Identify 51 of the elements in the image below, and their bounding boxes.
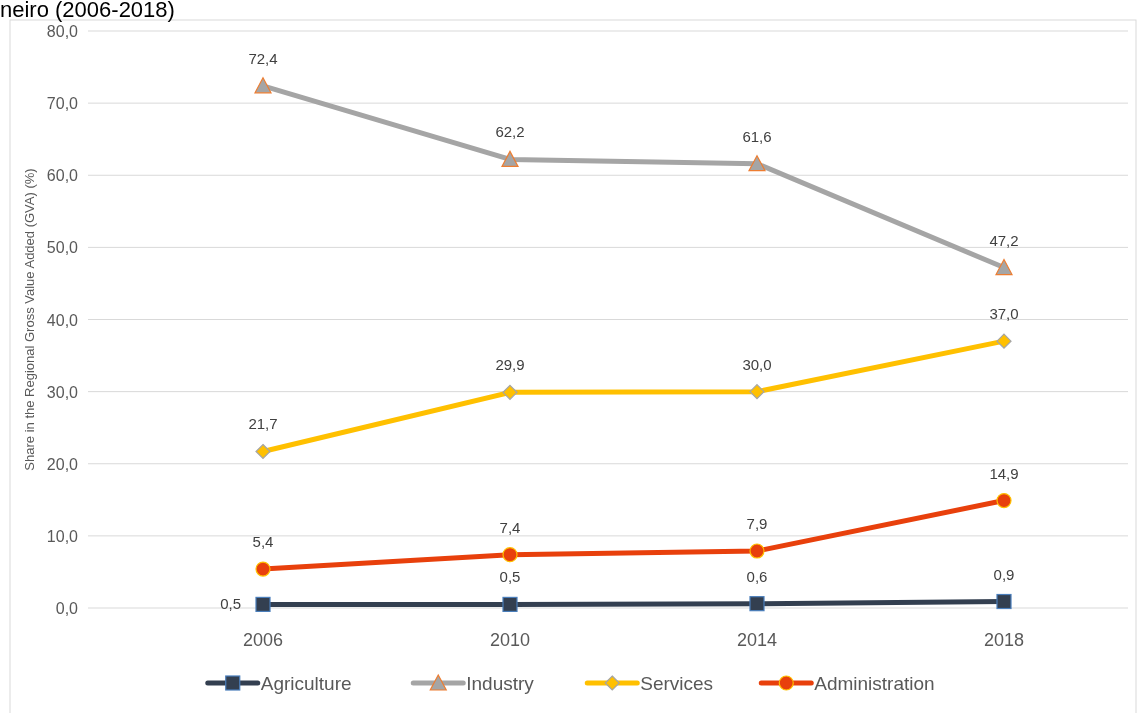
legend-label: Administration [814,673,935,694]
point [255,596,271,612]
y-tick-label: 0,0 [55,600,79,617]
data-label: 37,0 [989,305,1019,323]
point [502,384,518,400]
point [996,593,1012,610]
legend-label: Industry [466,673,535,694]
point [501,150,519,167]
y-axis-title: Share in the Regional Gross Value Added (GVA) (%) [22,168,37,471]
data-label: 5,4 [252,533,274,551]
y-tick-label: 50,0 [46,239,79,257]
data-label: 72,4 [248,49,278,67]
data-label: 47,2 [989,231,1019,249]
y-tick-label: 10,0 [46,527,79,545]
point [254,77,272,94]
data-label: 14,9 [989,464,1019,482]
y-tick-label: 30,0 [46,383,79,401]
y-tick-label: 20,0 [46,455,79,473]
data-label: 0,6 [746,567,768,585]
y-tick-label: 60,0 [46,167,79,185]
legend-label: Services [640,673,714,694]
data-label: 29,9 [495,356,525,374]
point [502,547,518,563]
point [749,543,765,559]
data-label: 7,9 [746,515,768,533]
x-tick-label: 2006 [242,630,284,650]
x-tick-label: 2014 [736,630,778,650]
point [749,596,765,612]
point [995,258,1013,276]
point [748,155,766,172]
data-label: 21,7 [248,415,278,433]
x-tick-label: 2010 [489,630,531,650]
y-tick-label: 80,0 [46,23,79,40]
point [996,492,1012,509]
data-label: 0,9 [993,565,1015,583]
legend-label: Agriculture [260,673,352,694]
data-label: 0,5 [499,568,521,586]
data-label: 30,0 [742,355,772,373]
data-label: 62,2 [495,123,525,141]
chart-title: neiro (2006-2018) [0,0,175,22]
point [749,384,765,400]
data-label: 0,5 [220,595,241,613]
y-tick-label: 70,0 [46,95,79,113]
point [996,333,1012,349]
data-label: 61,6 [742,127,772,145]
point [255,561,271,577]
data-label: 7,4 [499,518,521,536]
x-tick-label: 2018 [983,630,1025,650]
y-tick-label: 40,0 [46,311,79,329]
point [502,596,518,612]
point [255,443,271,460]
